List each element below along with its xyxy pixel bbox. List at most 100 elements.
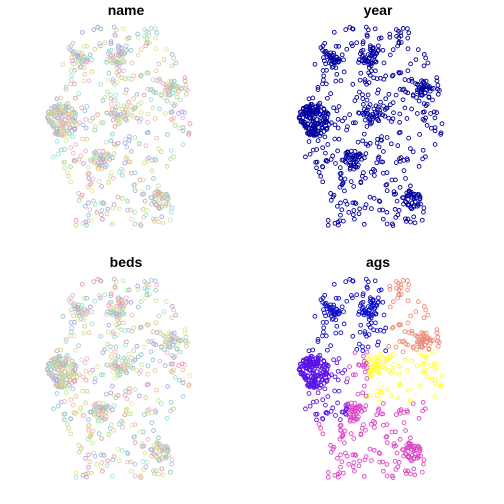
hospital-point [141,467,147,472]
hospital-point [408,313,413,319]
hospital-point [400,87,405,93]
hospital-point [81,312,86,317]
hospital-point [344,453,350,459]
hospital-point [432,367,438,373]
hospital-point [360,138,366,144]
hospital-point [144,40,150,45]
hospital-point [148,26,154,31]
hospital-point [111,151,117,156]
hospital-point [169,63,175,69]
hospital-point [342,428,348,434]
hospital-point [144,208,150,213]
hospital-point [412,220,418,226]
hospital-point [396,70,402,75]
hospital-point [122,328,128,334]
hospital-point [109,353,114,359]
hospital-point [172,375,178,380]
hospital-point [338,212,343,218]
hospital-point [80,122,86,128]
hospital-point [364,349,370,355]
hospital-point [366,322,372,328]
hospital-point [418,201,423,207]
hospital-point [371,301,377,307]
hospital-point [66,367,72,372]
hospital-point [337,165,343,170]
hospital-point [165,384,170,389]
hospital-point [138,47,144,52]
hospital-point [123,90,128,96]
hospital-point [145,111,151,117]
hospital-point [123,156,129,161]
hospital-point [317,352,323,358]
hospital-point [361,101,366,107]
hospital-point [367,47,373,52]
hospital-point [69,358,75,364]
hospital-point [357,329,363,335]
hospital-point [391,362,396,368]
hospital-point [336,356,342,361]
hospital-point [325,470,331,475]
hospital-point [397,371,402,377]
hospital-point [367,446,373,452]
hospital-point [109,101,114,107]
hospital-point [396,208,402,213]
hospital-point [320,47,325,53]
hospital-point [71,50,76,56]
hospital-point [336,474,341,480]
hospital-point [397,381,403,387]
hospital-point [375,43,381,49]
hospital-point [108,47,114,53]
hospital-point [132,182,138,187]
hospital-point [387,52,393,58]
hospital-point [425,83,431,88]
hospital-point [168,361,174,367]
hospital-point [330,316,336,321]
hospital-point [320,111,326,117]
hospital-point [371,49,377,55]
hospital-point [382,113,388,119]
hospital-point [320,81,325,87]
hospital-point [423,154,428,160]
hospital-point [98,81,104,87]
hospital-point [328,191,333,196]
hospital-point [362,77,368,82]
hospital-point [313,359,319,365]
hospital-point [334,323,340,329]
hospital-point [182,330,188,336]
hospital-point [88,433,93,439]
hospital-point [434,362,440,367]
hospital-point [391,441,397,447]
hospital-point [141,215,147,220]
hospital-point [70,134,76,140]
hospital-point [136,393,142,399]
hospital-point [411,446,417,452]
hospital-point [64,380,69,386]
hospital-point [178,97,183,103]
hospital-point [124,36,130,41]
hospital-point [91,27,97,32]
hospital-point [439,373,445,379]
hospital-point [379,386,384,391]
hospital-point [359,58,365,64]
hospital-point [112,124,118,129]
hospital-point [106,70,112,76]
hospital-point [84,474,89,480]
hospital-point [364,124,370,129]
hospital-point [350,295,355,301]
hospital-point [115,117,121,123]
hospital-point [341,309,346,315]
hospital-point [167,78,172,84]
hospital-point [350,212,356,218]
hospital-point [173,60,179,66]
hospital-point [150,357,156,363]
hospital-point [353,372,358,378]
hospital-point [350,333,356,339]
hospital-point [70,40,76,46]
hospital-point [306,391,312,396]
hospital-point [325,394,331,399]
hospital-point [421,205,427,211]
hospital-point [344,298,350,304]
hospital-point [410,93,416,99]
hospital-point [109,383,115,389]
hospital-point [384,473,390,479]
